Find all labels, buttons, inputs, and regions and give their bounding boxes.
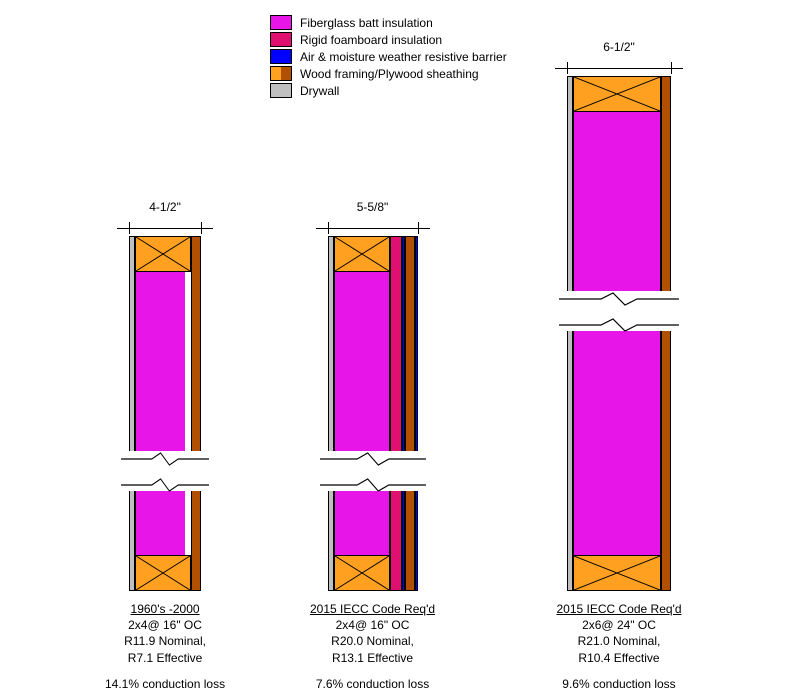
wall-caption: 1960's -20002x4@ 16" OCR11.9 Nominal,R7.… [105,601,225,692]
wall-caption: 2015 IECC Code Req'd2x4@ 16" OCR20.0 Nom… [310,601,435,692]
weather-barrier-outer [415,236,418,591]
caption-line: R7.1 Effective [105,650,225,666]
legend-swatch [270,66,292,81]
plywood-sheathing [661,76,671,591]
legend-swatch [270,15,292,30]
legend-row: Air & moisture weather resistive barrier [270,49,507,64]
cavity [573,76,661,591]
legend-row: Drywall [270,83,507,98]
wood-stud [334,236,390,272]
legend-label: Fiberglass batt insulation [300,16,433,30]
dimension-label: 6-1/2" [603,40,635,54]
caption-title: 2015 IECC Code Req'd [556,601,681,617]
caption-line: R20.0 Nominal, [310,633,435,649]
wall-section-s2015b: 6-1/2" 2015 IECC Code Req'd2x6@ 24" OCR21… [555,40,683,692]
legend-label: Rigid foamboard insulation [300,33,442,47]
legend-label: Wood framing/Plywood sheathing [300,67,479,81]
caption-line: R21.0 Nominal, [556,633,681,649]
wood-stud [334,555,390,591]
conduction-loss: 14.1% conduction loss [105,676,225,692]
caption-title: 2015 IECC Code Req'd [310,601,435,617]
dimension-label: 4-1/2" [149,200,181,214]
wood-stud [135,555,191,591]
conduction-loss: 9.6% conduction loss [556,676,681,692]
legend-row: Wood framing/Plywood sheathing [270,66,507,81]
wall-assembly [567,76,671,591]
dimension-line [117,218,213,232]
legend-label: Air & moisture weather resistive barrier [300,50,507,64]
caption-line: R10.4 Effective [556,650,681,666]
wood-stud [573,555,661,591]
caption-title: 1960's -2000 [105,601,225,617]
cavity [135,236,191,591]
foamboard-layer [390,236,402,591]
dimension-line [555,58,683,72]
wall-assembly [129,236,201,591]
wood-stud [573,76,661,112]
wall-assembly [328,236,418,591]
legend-swatch [270,32,292,47]
caption-line: 2x6@ 24" OC [556,617,681,633]
plywood-sheathing [191,236,201,591]
legend-swatch [270,49,292,64]
caption-line: R11.9 Nominal, [105,633,225,649]
legend: Fiberglass batt insulation Rigid foamboar… [270,15,507,100]
legend-row: Rigid foamboard insulation [270,32,507,47]
wall-section-s2015a: 5-5/8" 2015 IECC Code Req'd2x4@ 16" OCR20… [310,200,435,692]
conduction-loss: 7.6% conduction loss [310,676,435,692]
legend-label: Drywall [300,84,339,98]
dimension-line [316,218,430,232]
wall-caption: 2015 IECC Code Req'd2x6@ 24" OCR21.0 Nom… [556,601,681,692]
wood-stud [135,236,191,272]
plywood-sheathing [405,236,415,591]
wall-section-s1960: 4-1/2" 1960's -20002x4@ 16" OCR11.9 Nomin… [105,200,225,692]
dimension-label: 5-5/8" [357,200,389,214]
caption-line: R13.1 Effective [310,650,435,666]
cavity [334,236,390,591]
legend-row: Fiberglass batt insulation [270,15,507,30]
caption-line: 2x4@ 16" OC [105,617,225,633]
caption-line: 2x4@ 16" OC [310,617,435,633]
legend-swatch [270,83,292,98]
